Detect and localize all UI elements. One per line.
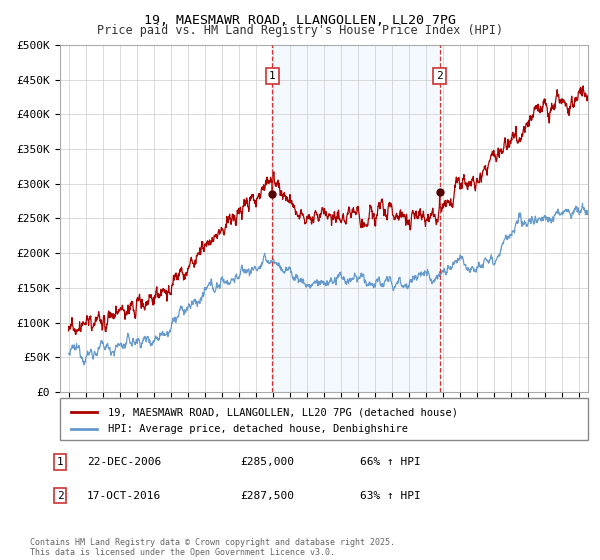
Text: 19, MAESMAWR ROAD, LLANGOLLEN, LL20 7PG: 19, MAESMAWR ROAD, LLANGOLLEN, LL20 7PG	[144, 14, 456, 27]
Text: Contains HM Land Registry data © Crown copyright and database right 2025.
This d: Contains HM Land Registry data © Crown c…	[30, 538, 395, 557]
Text: 2: 2	[56, 491, 64, 501]
Text: 17-OCT-2016: 17-OCT-2016	[87, 491, 161, 501]
Text: 22-DEC-2006: 22-DEC-2006	[87, 457, 161, 467]
Bar	[272, 45, 440, 392]
Text: Price paid vs. HM Land Registry's House Price Index (HPI): Price paid vs. HM Land Registry's House …	[97, 24, 503, 37]
FancyBboxPatch shape	[60, 398, 588, 440]
Text: 19, MAESMAWR ROAD, LLANGOLLEN, LL20 7PG (detached house): 19, MAESMAWR ROAD, LLANGOLLEN, LL20 7PG …	[107, 407, 458, 417]
Text: 1: 1	[269, 71, 276, 81]
Text: £285,000: £285,000	[240, 457, 294, 467]
Text: HPI: Average price, detached house, Denbighshire: HPI: Average price, detached house, Denb…	[107, 424, 407, 434]
Text: 63% ↑ HPI: 63% ↑ HPI	[360, 491, 421, 501]
Text: 2: 2	[436, 71, 443, 81]
Text: £287,500: £287,500	[240, 491, 294, 501]
Text: 66% ↑ HPI: 66% ↑ HPI	[360, 457, 421, 467]
Text: 1: 1	[56, 457, 64, 467]
